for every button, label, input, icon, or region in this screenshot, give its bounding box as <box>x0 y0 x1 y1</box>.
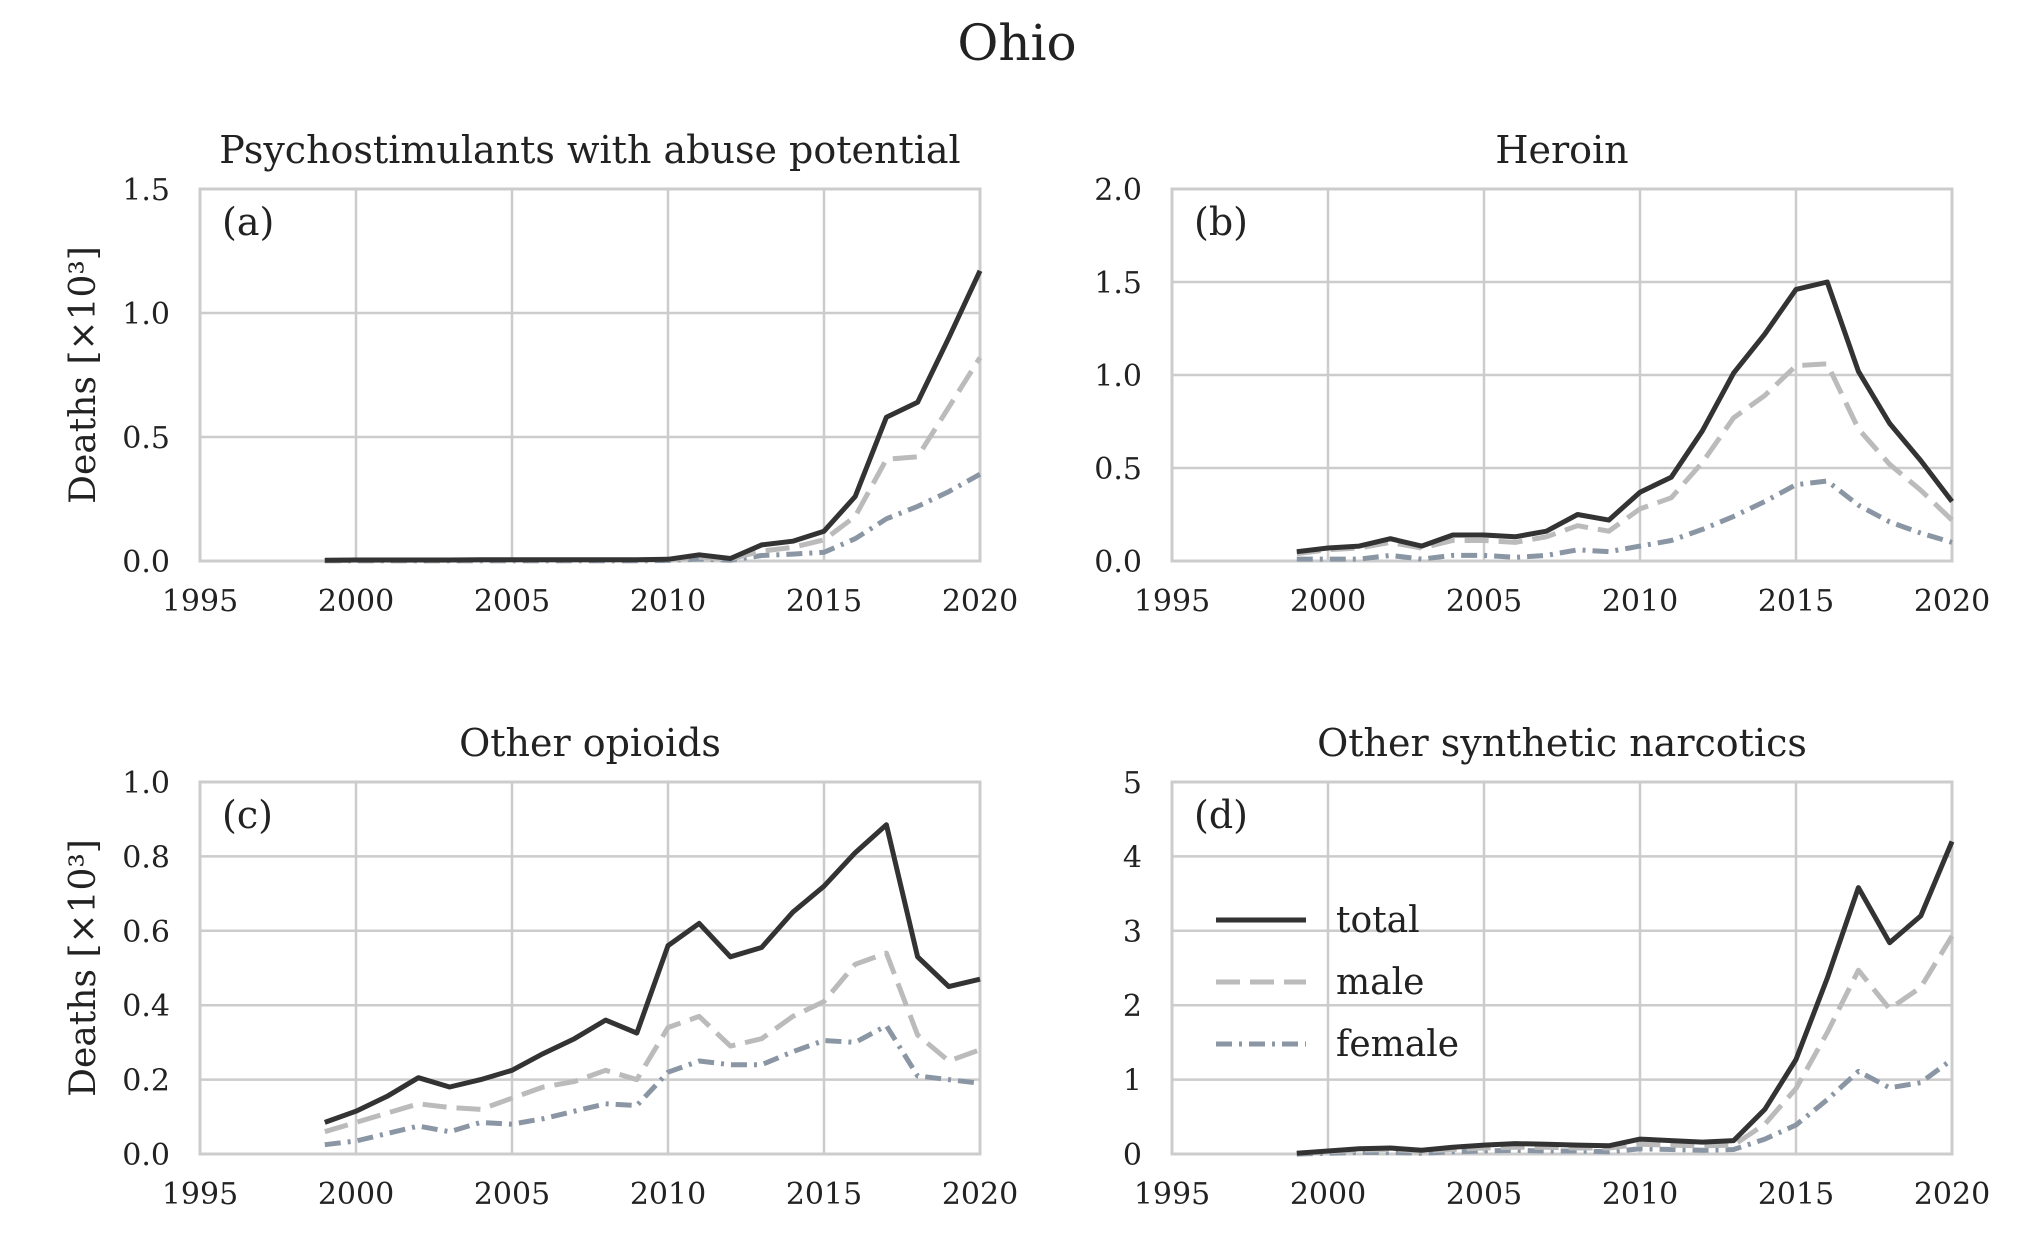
axes-frame <box>1170 780 1954 1156</box>
y-tick-label: 1.0 <box>122 766 170 801</box>
y-tick-label: 1.0 <box>1094 359 1142 394</box>
y-tick-label: 0.5 <box>122 421 170 456</box>
x-tick-label: 2005 <box>474 584 550 619</box>
y-tick-label: 4 <box>1123 840 1142 875</box>
series-line-male <box>1296 361 1954 557</box>
y-tick-label: 1.0 <box>122 297 170 332</box>
y-tick-label: 0.0 <box>122 1138 170 1173</box>
y-tick-label: 0.0 <box>122 545 170 580</box>
x-tick-label: 2010 <box>1602 1177 1678 1212</box>
panel-label: (d) <box>1194 793 1248 837</box>
panel-b: 1995 2000 2005 2010 2015 2020 0.0 0.5 1.0 1.5 2.0 H… <box>1094 128 1990 619</box>
x-tick-label: 2005 <box>1446 1177 1522 1212</box>
y-tick-label: 3 <box>1123 915 1142 950</box>
x-tick-label: 2015 <box>1758 1177 1834 1212</box>
legend-label-total: total <box>1336 900 1420 941</box>
y-tick-label: 1.5 <box>1094 266 1142 301</box>
panel-label: (b) <box>1194 200 1248 244</box>
y-tick-label: 0.8 <box>122 840 170 875</box>
panel-a: 1995 2000 2005 2010 2015 2020 0.0 0.5 1.0 1.5 Psyc… <box>63 128 1018 619</box>
y-tick-label: 0.0 <box>1094 545 1142 580</box>
legend: total male female <box>1216 900 1459 1065</box>
y-tick-label: 2 <box>1123 989 1142 1024</box>
series-line-female <box>1296 478 1953 562</box>
x-tick-label: 2000 <box>1290 584 1366 619</box>
x-tick-label: 2000 <box>318 584 394 619</box>
x-tick-label: 2020 <box>942 1177 1018 1212</box>
y-tick-label: 5 <box>1123 766 1142 801</box>
y-tick-label: 0.6 <box>122 915 170 950</box>
x-tick-label: 2015 <box>786 584 862 619</box>
y-tick-label: 0 <box>1123 1138 1142 1173</box>
series-line-total <box>1296 279 1954 555</box>
axes-frame <box>198 780 982 1156</box>
y-tick-label: 0.2 <box>122 1064 170 1099</box>
series-line-total <box>324 269 983 563</box>
y-tick-label: 1.5 <box>122 173 170 208</box>
panel-label: (a) <box>222 200 274 244</box>
x-tick-label: 2010 <box>1602 584 1678 619</box>
x-tick-label: 1995 <box>1134 1177 1210 1212</box>
y-tick-label: 1 <box>1123 1064 1142 1099</box>
series-line-female <box>324 472 982 564</box>
x-tick-label: 1995 <box>162 584 238 619</box>
x-tick-label: 2015 <box>1758 584 1834 619</box>
legend-label-male: male <box>1336 962 1424 1003</box>
x-tick-label: 2020 <box>942 584 1018 619</box>
y-axis-label: Deaths [×10³] <box>63 246 104 504</box>
x-tick-label: 2000 <box>318 1177 394 1212</box>
series-line-female <box>324 1023 981 1148</box>
figure-title: Ohio <box>957 14 1077 72</box>
panel-title: Other synthetic narcotics <box>1317 721 1807 765</box>
series-line-female <box>1296 1057 1954 1157</box>
x-tick-label: 2010 <box>630 1177 706 1212</box>
x-tick-label: 2020 <box>1914 1177 1990 1212</box>
panel-d: 1995 2000 2005 2010 2015 2020 0 1 2 3 4 5 Other synt… <box>1123 721 1990 1212</box>
axes-frame <box>1170 187 1954 563</box>
panel-title: Psychostimulants with abuse potential <box>219 128 960 172</box>
y-axis-label: Deaths [×10³] <box>63 839 104 1097</box>
series-line-male <box>324 356 983 563</box>
x-tick-label: 2020 <box>1914 584 1990 619</box>
panel-title: Heroin <box>1495 128 1628 172</box>
y-tick-label: 2.0 <box>1094 173 1142 208</box>
x-tick-label: 2010 <box>630 584 706 619</box>
series-line-male <box>324 950 981 1135</box>
legend-label-female: female <box>1336 1024 1459 1065</box>
panel-title: Other opioids <box>459 721 721 765</box>
x-tick-label: 2005 <box>474 1177 550 1212</box>
x-tick-label: 2005 <box>1446 584 1522 619</box>
series-line-total <box>1296 840 1955 1156</box>
panel-label: (c) <box>222 793 273 837</box>
x-tick-label: 1995 <box>1134 584 1210 619</box>
panel-c: 1995 2000 2005 2010 2015 2020 0.0 0.2 0.4 0.6 0.8 1… <box>63 721 1018 1212</box>
y-tick-label: 0.4 <box>122 989 170 1024</box>
x-tick-label: 1995 <box>162 1177 238 1212</box>
series-line-total <box>323 822 981 1125</box>
x-tick-label: 2000 <box>1290 1177 1366 1212</box>
x-tick-label: 2015 <box>786 1177 862 1212</box>
y-tick-label: 0.5 <box>1094 452 1142 487</box>
